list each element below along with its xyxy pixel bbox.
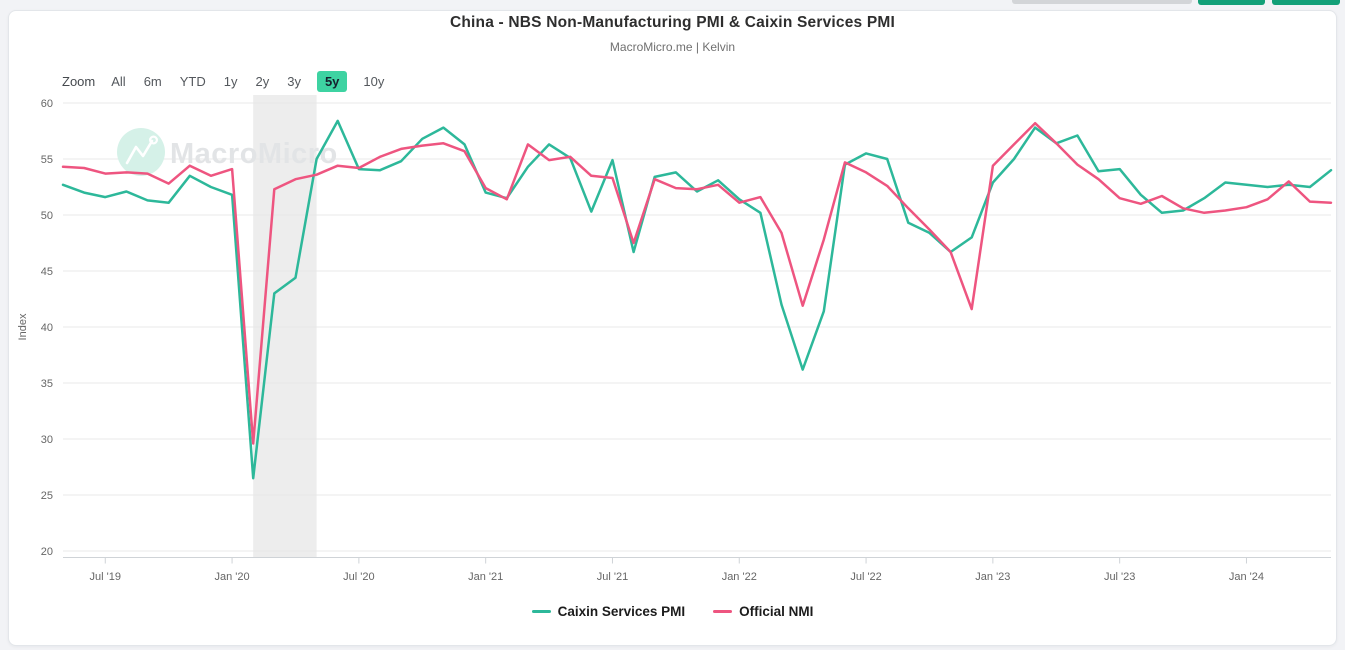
- chart-legend: Caixin Services PMI Official NMI: [0, 604, 1345, 619]
- watermark-zigzag-end-circle: [149, 135, 159, 145]
- header-cutoff-search-pill[interactable]: [1012, 0, 1192, 4]
- x-tick-label: Jan '22: [722, 571, 757, 583]
- series-line-1: [61, 121, 1333, 445]
- watermark-text: MacroMicro: [170, 138, 338, 170]
- x-tick-label: Jul '22: [850, 571, 881, 583]
- legend-item-caixin[interactable]: Caixin Services PMI: [531, 604, 686, 619]
- y-tick-label: 35: [41, 378, 53, 390]
- legend-item-official[interactable]: Official NMI: [713, 604, 813, 619]
- range-button-2y[interactable]: 2y: [255, 73, 270, 89]
- range-button-3y[interactable]: 3y: [287, 73, 301, 89]
- y-tick-label: 20: [41, 546, 53, 558]
- y-tick-label: 25: [41, 490, 53, 502]
- header-cutoff-green-button-2[interactable]: [1272, 0, 1340, 5]
- zoom-label: Zoom: [62, 73, 96, 89]
- x-tick-label: Jul '23: [1104, 571, 1135, 583]
- y-tick-label: 30: [41, 434, 53, 446]
- legend-swatch-caixin: [531, 610, 551, 613]
- x-tick-label: Jan '24: [1229, 571, 1264, 583]
- y-axis-title: Index: [17, 313, 29, 340]
- watermark-zigzag-icon: [125, 139, 154, 165]
- chart-card: [8, 10, 1337, 646]
- watermark: MacroMicro: [117, 128, 338, 176]
- legend-label-official: Official NMI: [739, 604, 814, 619]
- x-tick-label: Jul '20: [343, 571, 374, 583]
- legend-swatch-official: [713, 610, 733, 613]
- x-tick-label: Jul '19: [90, 571, 121, 583]
- series-line-0: [61, 119, 1333, 480]
- y-tick-label: 60: [41, 98, 53, 110]
- y-tick-label: 55: [41, 154, 53, 166]
- chart-subtitle: MacroMicro.me | Kelvin: [609, 40, 736, 54]
- legend-label-caixin: Caixin Services PMI: [557, 604, 686, 619]
- range-toolbar: Zoom All 6m YTD 1y 2y 3y 5y 10y: [62, 70, 386, 92]
- y-tick-label: 45: [41, 266, 53, 278]
- x-tick-label: Jul '21: [597, 571, 628, 583]
- x-tick-label: Jan '21: [468, 571, 503, 583]
- range-button-10y[interactable]: 10y: [363, 73, 385, 89]
- y-tick-label: 50: [41, 210, 53, 222]
- y-tick-label: 40: [41, 322, 53, 334]
- x-tick-label: Jan '23: [975, 571, 1010, 583]
- range-button-1y[interactable]: 1y: [223, 73, 238, 89]
- range-button-6m[interactable]: 6m: [143, 73, 162, 89]
- header-cutoff-green-button-1[interactable]: [1198, 0, 1265, 5]
- range-button-ytd[interactable]: YTD: [179, 73, 206, 89]
- range-button-all[interactable]: All: [111, 73, 126, 89]
- range-button-5y[interactable]: 5y: [316, 70, 348, 92]
- chart-title: China - NBS Non-Manufacturing PMI & Caix…: [449, 14, 896, 31]
- x-tick-label: Jan '20: [214, 571, 249, 583]
